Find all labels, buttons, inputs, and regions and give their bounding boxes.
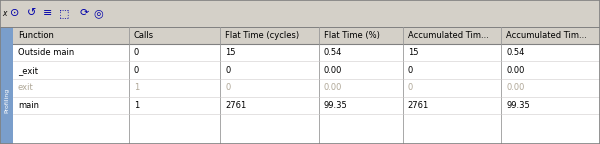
Text: ◎: ◎ (93, 8, 103, 18)
Text: ⊙: ⊙ (10, 8, 20, 18)
Text: Calls: Calls (134, 31, 154, 40)
Text: 0: 0 (225, 66, 230, 75)
Text: 0.00: 0.00 (506, 83, 524, 92)
Text: ≡: ≡ (43, 8, 53, 18)
Text: 0.54: 0.54 (324, 48, 342, 57)
Text: 99.35: 99.35 (324, 101, 347, 110)
Text: 2761: 2761 (407, 101, 429, 110)
Bar (0, 27, 13, 144)
Text: _exit: _exit (18, 66, 38, 75)
Text: 15: 15 (407, 48, 418, 57)
Text: 0: 0 (407, 83, 413, 92)
Bar (13, 27, 600, 44)
Text: ⬚: ⬚ (59, 8, 70, 18)
Text: 0.00: 0.00 (324, 66, 342, 75)
Text: 1: 1 (134, 83, 139, 92)
Text: exit: exit (18, 83, 34, 92)
Text: 0.54: 0.54 (506, 48, 524, 57)
Bar (0, 0, 600, 27)
Text: Flat Time (cycles): Flat Time (cycles) (225, 31, 299, 40)
Text: main: main (18, 101, 39, 110)
Text: Outside main: Outside main (18, 48, 74, 57)
Text: 0: 0 (225, 83, 230, 92)
Text: 0.00: 0.00 (324, 83, 342, 92)
Text: Function: Function (18, 31, 54, 40)
Bar (13, 27, 600, 144)
Text: ⟳: ⟳ (79, 8, 89, 18)
Text: 99.35: 99.35 (506, 101, 530, 110)
Text: Profiling: Profiling (4, 88, 9, 113)
Text: 0: 0 (134, 66, 139, 75)
Text: 0: 0 (134, 48, 139, 57)
Text: 1: 1 (134, 101, 139, 110)
Text: Accumulated Tim...: Accumulated Tim... (407, 31, 488, 40)
Text: 15: 15 (225, 48, 236, 57)
Text: 2761: 2761 (225, 101, 247, 110)
Text: Accumulated Tim...: Accumulated Tim... (506, 31, 587, 40)
Text: ↺: ↺ (26, 8, 36, 18)
Text: x: x (2, 9, 7, 18)
Text: Flat Time (%): Flat Time (%) (324, 31, 380, 40)
Text: 0.00: 0.00 (506, 66, 524, 75)
Text: 0: 0 (407, 66, 413, 75)
